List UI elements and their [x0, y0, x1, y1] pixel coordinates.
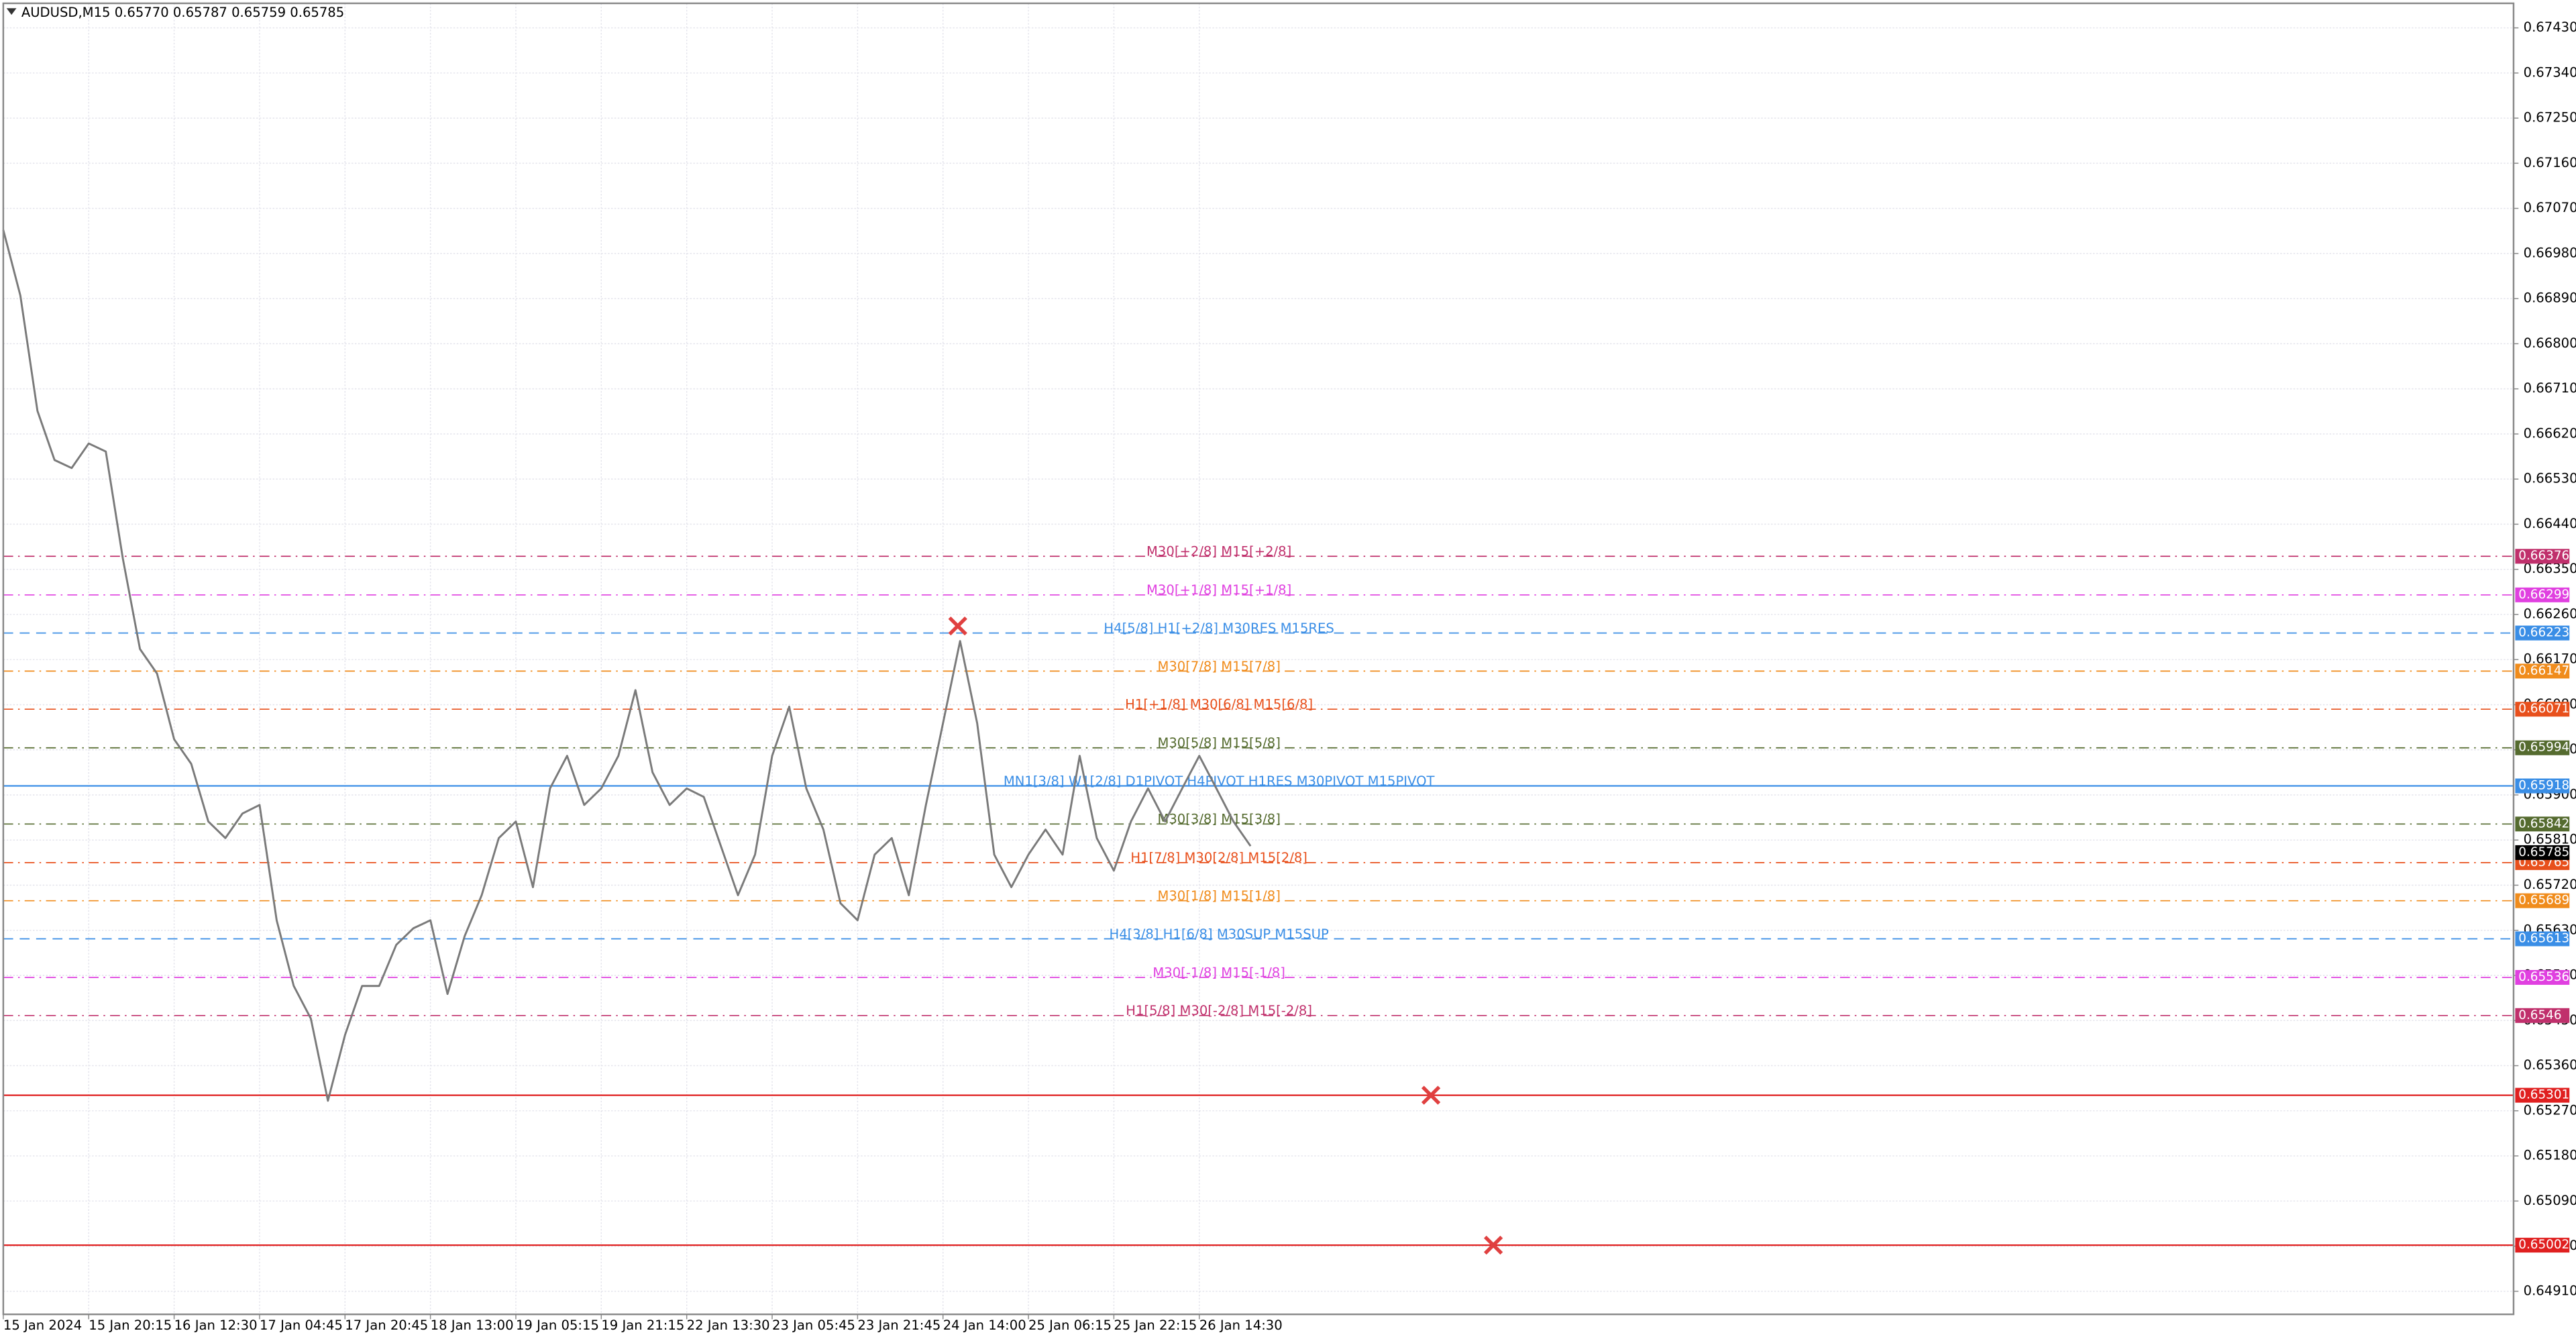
level-label: M30[-1/8] M15[-1/8] [1152, 965, 1285, 980]
price-tag-label: 0.66376 [2518, 549, 2569, 563]
x-tick-label: 24 Jan 14:00 [943, 1318, 1026, 1333]
plot [2, 229, 1503, 1255]
x-tick-label: 16 Jan 12:30 [174, 1318, 258, 1333]
y-tick-label: 0.66440 [2524, 516, 2576, 531]
x-tick-label: 22 Jan 13:30 [687, 1318, 770, 1333]
y-tick-label: 0.65090 [2524, 1193, 2576, 1208]
price-tag-label: 0.65994 [2518, 741, 2569, 755]
grid [3, 3, 2514, 1315]
price-tag-label: 0.65842 [2518, 816, 2569, 831]
price-line [2, 229, 1252, 1102]
y-tick-label: 0.67160 [2524, 155, 2576, 170]
level-label: H4[5/8] H1[+2/8] M30RES M15RES [1104, 621, 1334, 636]
y-tick-label: 0.66890 [2524, 290, 2576, 306]
x-tick-label: 17 Jan 20:45 [345, 1318, 428, 1333]
x-tick-label: 25 Jan 22:15 [1114, 1318, 1197, 1333]
price-tag [2515, 931, 2570, 947]
axis: 0.67430 0.67340 0.67250 0.67160 0.67070 0.669… [3, 19, 2576, 1333]
y-tick-label: 0.66260 [2524, 606, 2576, 621]
price-tag [2515, 702, 2570, 717]
y-tick-label: 0.64910 [2524, 1283, 2576, 1298]
level-label: H4[3/8] H1[6/8] M30SUP M15SUP [1109, 926, 1329, 942]
current-price-label: 0.65785 [2518, 845, 2569, 859]
price-tag-label: 0.65689 [2518, 894, 2569, 908]
y-tick-label: 0.66710 [2524, 380, 2576, 396]
x-tick-label: 19 Jan 21:15 [601, 1318, 684, 1333]
price-tag [2515, 1087, 2570, 1103]
y-tick-label: 0.66620 [2524, 425, 2576, 441]
price-tag-label: 0.65613 [2518, 931, 2569, 945]
x-tick-label: 19 Jan 05:15 [516, 1318, 599, 1333]
price-tag-label: 0.66299 [2518, 588, 2569, 602]
chart-title: AUDUSD,M15 0.65770 0.65787 0.65759 0.657… [21, 5, 344, 20]
level-label: H1[5/8] M30[-2/8] M15[-2/8] [1126, 1003, 1312, 1018]
price-tag-label: 0.65002 [2518, 1238, 2569, 1252]
level-label: M30[5/8] M15[5/8] [1157, 735, 1280, 751]
price-tag [2515, 549, 2570, 564]
x-tick-label: 15 Jan 20:15 [89, 1318, 172, 1333]
levels: M30[+2/8] M15[+2/8] M30[+1/8] M15[+1/8] H4… [3, 544, 2514, 1246]
price-tag-label: 0.66071 [2518, 702, 2569, 716]
x-tick-label: 18 Jan 13:00 [431, 1318, 514, 1333]
x-tick-label: 26 Jan 14:30 [1199, 1318, 1283, 1333]
y-tick-label: 0.67250 [2524, 110, 2576, 125]
y-tick-label: 0.65270 [2524, 1102, 2576, 1118]
price-tag [2515, 893, 2570, 908]
price-tag-label: 0.6546 [2518, 1008, 2561, 1022]
cross-marker [1421, 1085, 1441, 1105]
x-tick-label: 23 Jan 21:45 [857, 1318, 941, 1333]
y-tick-label: 0.67430 [2524, 19, 2576, 35]
x-tick-label: 23 Jan 05:45 [772, 1318, 855, 1333]
y-tick-label: 0.66980 [2524, 245, 2576, 260]
price-tag [2515, 969, 2570, 985]
x-tick-label: 17 Jan 04:45 [260, 1318, 343, 1333]
y-tick-label: 0.66800 [2524, 335, 2576, 351]
level-label: M30[7/8] M15[7/8] [1157, 659, 1280, 674]
current-price-tag [2515, 845, 2570, 860]
price-tag-label: 0.65536 [2518, 970, 2569, 984]
y-tick-label: 0.65810 [2524, 832, 2576, 847]
price-tag-label: 0.66147 [2518, 663, 2569, 678]
cross-marker [1483, 1235, 1503, 1255]
price-tag [2515, 778, 2570, 794]
y-tick-label: 0.65360 [2524, 1057, 2576, 1073]
level-label: M30[1/8] M15[1/8] [1157, 888, 1280, 904]
level-label: MN1[3/8] W1[2/8] D1PIVOT H4PIVOT H1RES M… [1004, 773, 1436, 789]
price-tag [2515, 1238, 2570, 1253]
x-tick-label: 25 Jan 06:15 [1028, 1318, 1112, 1333]
level-label: H1[+1/8] M30[6/8] M15[6/8] [1125, 697, 1313, 712]
price-tag [2515, 625, 2570, 641]
price-tag [2515, 1008, 2570, 1023]
y-tick-label: 0.67070 [2524, 200, 2576, 215]
y-tick-label: 0.66350 [2524, 561, 2576, 576]
level-label: M30[+1/8] M15[+1/8] [1146, 582, 1291, 598]
price-tag [2515, 663, 2570, 679]
y-tick-label: 0.65180 [2524, 1148, 2576, 1163]
level-label: M30[3/8] M15[3/8] [1157, 812, 1280, 827]
y-tick-label: 0.67340 [2524, 64, 2576, 80]
price-tag [2515, 587, 2570, 602]
menu-arrow [6, 8, 17, 15]
price-tag-label: 0.65301 [2518, 1088, 2569, 1102]
price-tag [2515, 816, 2570, 832]
x-tick-label: 15 Jan 2024 [3, 1318, 82, 1333]
cross-marker [948, 616, 967, 636]
price-tag-label: 0.66223 [2518, 626, 2569, 640]
y-tick-label: 0.66530 [2524, 471, 2576, 486]
price-tag [2515, 740, 2570, 755]
level-label: H1[7/8] M30[2/8] M15[2/8] [1130, 850, 1307, 865]
plot-frame [2, 2, 2515, 1316]
price-tag-label: 0.65918 [2518, 779, 2569, 793]
y-tick-label: 0.65720 [2524, 877, 2576, 892]
y-tick-label: 0.66170 [2524, 651, 2576, 667]
level-label: M30[+2/8] M15[+2/8] [1146, 544, 1291, 559]
